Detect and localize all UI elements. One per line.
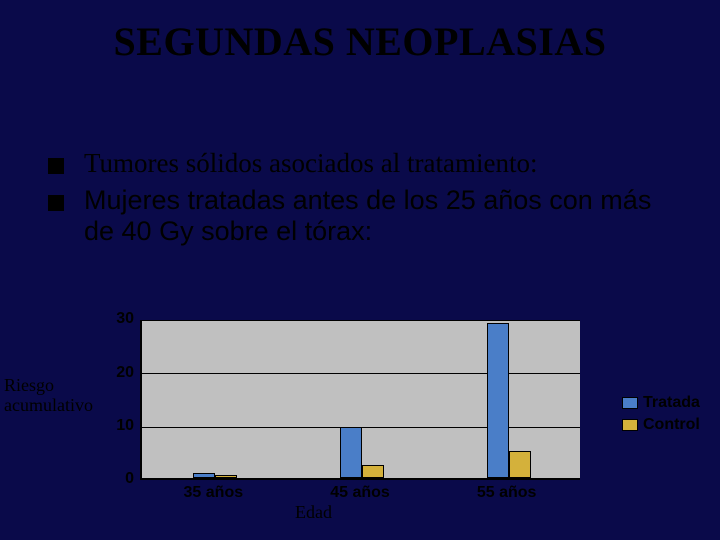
grid-line: [142, 373, 580, 374]
legend-label: Tratada: [643, 394, 700, 412]
bullet-marker-icon: [48, 158, 64, 174]
bar: [340, 427, 362, 478]
x-tick-label: 35 años: [184, 484, 244, 502]
legend-swatch-icon: [622, 397, 638, 409]
x-tick-label: 45 años: [330, 484, 390, 502]
y-tick-label: 30: [108, 310, 134, 328]
bar: [215, 475, 237, 478]
bullet-marker-icon: [48, 195, 64, 211]
x-axis-label: Edad: [295, 502, 332, 523]
y-tick-label: 10: [108, 417, 134, 435]
slide: SEGUNDAS NEOPLASIAS Tumores sólidos asoc…: [0, 0, 720, 540]
legend-item: Tratada: [622, 394, 700, 412]
bullet-item: Mujeres tratadas antes de los 25 años co…: [48, 185, 680, 247]
bar: [509, 451, 531, 478]
slide-title: SEGUNDAS NEOPLASIAS: [0, 0, 720, 65]
bar: [193, 473, 215, 478]
y-tick-label: 20: [108, 364, 134, 382]
legend-item: Control: [622, 416, 700, 434]
bullet-item: Tumores sólidos asociados al tratamiento…: [48, 148, 680, 179]
y-axis-label: Riesgo acumulativo: [4, 376, 93, 416]
bullet-text: Tumores sólidos asociados al tratamiento…: [84, 148, 680, 179]
x-tick-label: 55 años: [477, 484, 537, 502]
chart-plot: [140, 320, 580, 480]
y-axis-label-line1: Riesgo: [4, 376, 93, 396]
bullet-text: Mujeres tratadas antes de los 25 años co…: [84, 185, 680, 247]
grid-line: [142, 320, 580, 321]
legend-swatch-icon: [622, 419, 638, 431]
y-tick-label: 0: [108, 470, 134, 488]
y-axis-label-line2: acumulativo: [4, 396, 93, 416]
legend: Tratada Control: [622, 394, 700, 438]
bar: [362, 465, 384, 478]
legend-label: Control: [643, 416, 700, 434]
chart: 010203035 años45 años55 años: [110, 320, 590, 510]
bar: [487, 323, 509, 478]
bullet-list: Tumores sólidos asociados al tratamiento…: [48, 148, 680, 253]
